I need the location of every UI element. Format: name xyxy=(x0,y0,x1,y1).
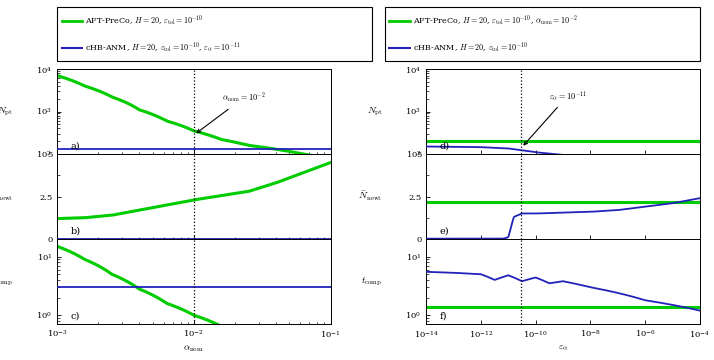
Text: $\varepsilon_{\alpha} = 10^{-11}$: $\varepsilon_{\alpha} = 10^{-11}$ xyxy=(524,89,587,145)
Text: a): a) xyxy=(71,141,81,150)
Text: c): c) xyxy=(71,312,80,321)
Text: b): b) xyxy=(71,226,81,235)
Text: d): d) xyxy=(440,141,450,150)
Text: AFT-PreCo, $H = 20$, $\varepsilon_{\mathrm{tol}} = 10^{-10}$, $\alpha_{\mathrm{n: AFT-PreCo, $H = 20$, $\varepsilon_{\math… xyxy=(413,14,578,28)
Y-axis label: $t_{\mathrm{comp}}$: $t_{\mathrm{comp}}$ xyxy=(361,275,383,288)
Y-axis label: $N_{\mathrm{pt}}$: $N_{\mathrm{pt}}$ xyxy=(366,105,383,118)
Text: AFT-PreCo, $H = 20$, $\varepsilon_{\mathrm{tol}} = 10^{-10}$: AFT-PreCo, $H = 20$, $\varepsilon_{\math… xyxy=(86,14,204,28)
Text: cHB-ANM, $H = 20$, $\varepsilon_{\mathrm{tol}} = 10^{-10}$: cHB-ANM, $H = 20$, $\varepsilon_{\mathrm… xyxy=(413,41,528,55)
Y-axis label: $N_{\mathrm{pt}}$: $N_{\mathrm{pt}}$ xyxy=(0,105,14,118)
X-axis label: $\varepsilon_{\alpha}$: $\varepsilon_{\alpha}$ xyxy=(558,343,568,352)
Y-axis label: $t_{\mathrm{comp}}$: $t_{\mathrm{comp}}$ xyxy=(0,275,14,288)
Y-axis label: $\bar{N}_{\mathrm{newt}}$: $\bar{N}_{\mathrm{newt}}$ xyxy=(0,190,14,203)
Y-axis label: $\bar{N}_{\mathrm{newt}}$: $\bar{N}_{\mathrm{newt}}$ xyxy=(358,190,383,203)
Text: $\alpha_{\mathrm{nom}} = 10^{-2}$: $\alpha_{\mathrm{nom}} = 10^{-2}$ xyxy=(197,90,266,132)
Text: cHB-ANM, $H = 20$, $\varepsilon_{\mathrm{tol}} = 10^{-10}$, $\varepsilon_{\alpha: cHB-ANM, $H = 20$, $\varepsilon_{\mathrm… xyxy=(86,41,241,55)
X-axis label: $\alpha_{\mathrm{nom}}$: $\alpha_{\mathrm{nom}}$ xyxy=(183,343,204,354)
Text: e): e) xyxy=(440,226,450,235)
Text: f): f) xyxy=(440,312,448,321)
